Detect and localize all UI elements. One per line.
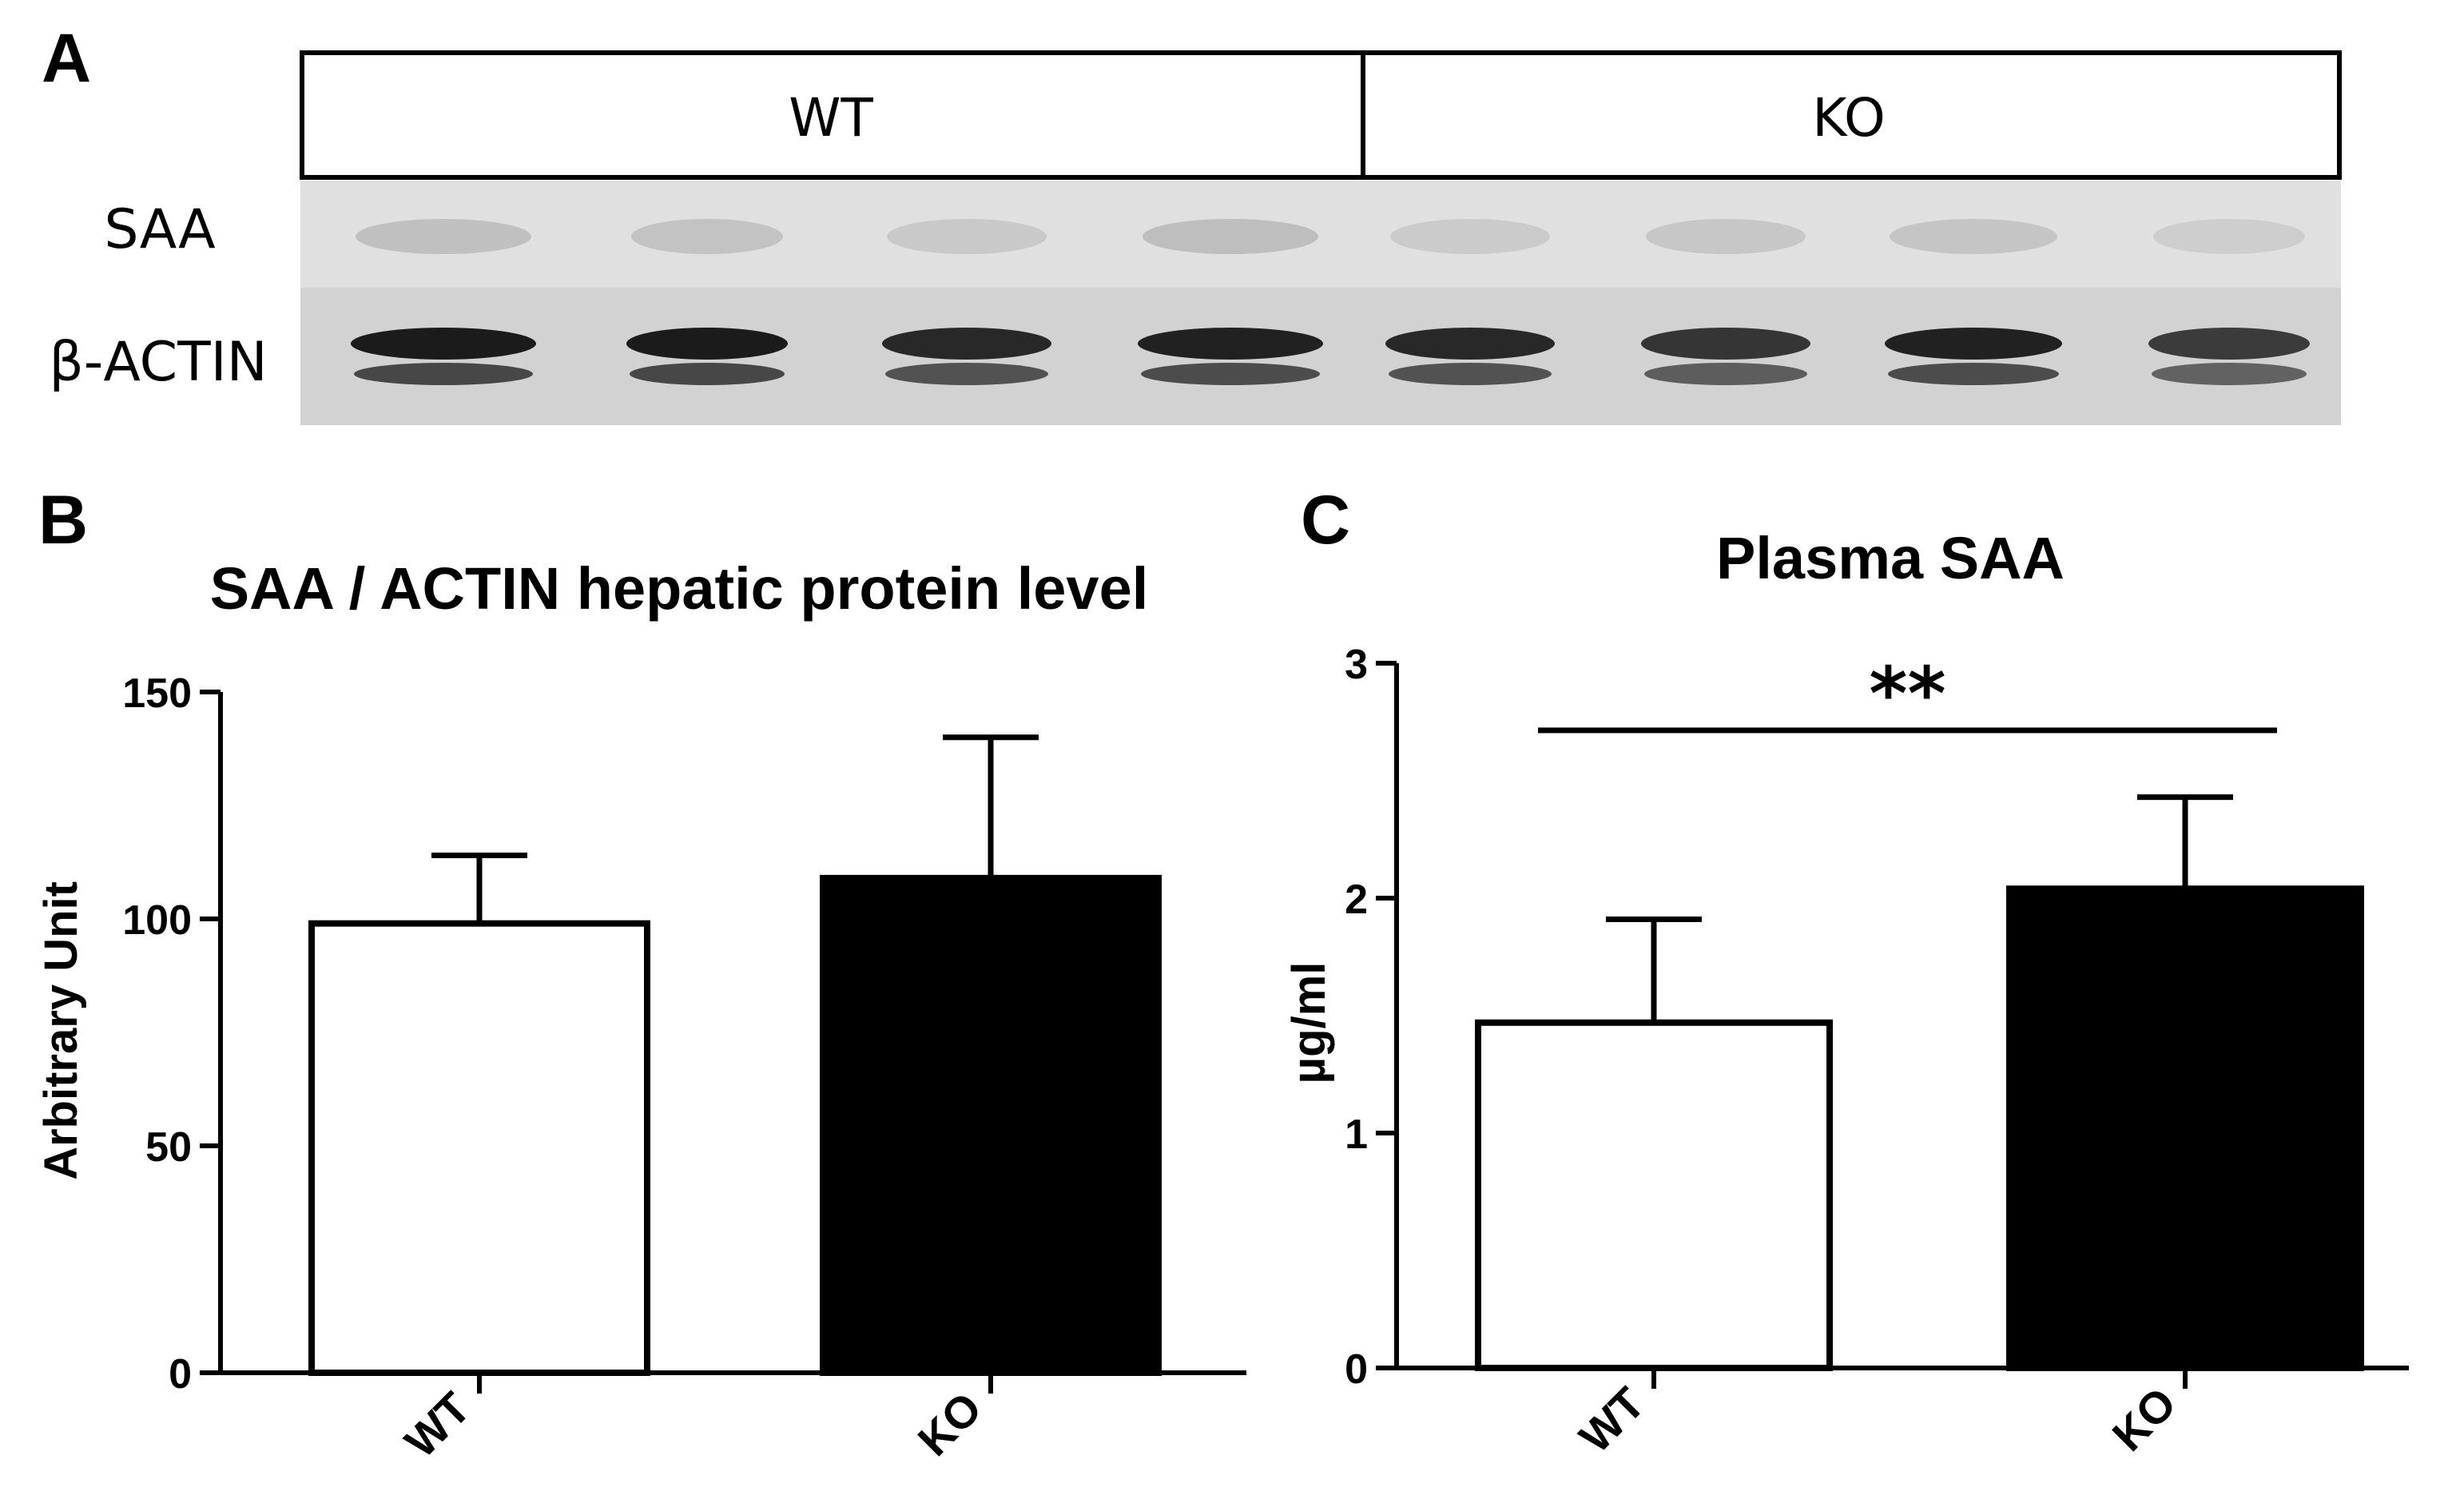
saa-band <box>1143 219 1318 254</box>
bar-wt <box>1475 1019 1833 1371</box>
saa-band <box>2153 219 2305 254</box>
group-label-ko: KO <box>1812 87 1886 149</box>
row-label-saa: SAA <box>104 198 215 261</box>
group-box-wt <box>300 50 1365 180</box>
actin-band-upper <box>351 328 536 360</box>
saa-band <box>1390 219 1550 254</box>
x-category-label: WT <box>395 1382 479 1467</box>
chart-c-plot: 0 1 2 3 WT KO ** <box>1345 642 2409 1462</box>
actin-band-lower <box>630 363 785 385</box>
panel-b: B SAA / ACTIN hepatic protein level Arbi… <box>35 482 1246 1467</box>
blot-bands <box>351 219 2310 385</box>
y-tick-label: 150 <box>122 670 192 717</box>
y-tick-label: 0 <box>169 1351 192 1398</box>
x-category-label: KO <box>908 1382 992 1465</box>
bar-ko <box>2006 885 2364 1371</box>
x-category-label: WT <box>1569 1378 1654 1462</box>
chart-b-plot: 0 50 100 150 WT KO <box>122 670 1246 1467</box>
panel-a: A WT KO SAA β-ACTIN <box>42 20 2342 425</box>
bar-wt <box>308 920 650 1377</box>
actin-band-lower <box>2152 363 2307 385</box>
actin-band-upper <box>2148 328 2310 360</box>
group-label-wt: WT <box>789 87 873 149</box>
actin-band-upper <box>882 328 1051 360</box>
saa-band <box>356 219 531 254</box>
actin-band-lower <box>1888 363 2059 385</box>
y-tick-label: 50 <box>145 1124 192 1171</box>
actin-band-upper <box>1885 328 2062 360</box>
actin-blot-strip <box>300 288 2341 425</box>
actin-band-lower <box>1644 363 1807 385</box>
y-tick-label: 0 <box>1345 1346 1368 1393</box>
y-tick-label: 1 <box>1345 1111 1368 1158</box>
actin-band-upper <box>1641 328 1810 360</box>
actin-band-upper <box>1138 328 1323 360</box>
saa-band <box>631 219 783 254</box>
chart-b-ylabel: Arbitrary Unit <box>35 881 87 1180</box>
panel-a-letter: A <box>42 20 91 97</box>
chart-c-title: Plasma SAA <box>1716 525 2065 591</box>
significance-marker: ** <box>1869 651 1945 737</box>
chart-b-title: SAA / ACTIN hepatic protein level <box>210 555 1149 622</box>
actin-band-lower <box>1389 363 1552 385</box>
saa-band <box>1646 219 1806 254</box>
bar-ko <box>820 874 1162 1376</box>
x-category-label: KO <box>2103 1378 2186 1461</box>
saa-band <box>887 219 1047 254</box>
chart-c-ylabel: µg/ml <box>1283 962 1335 1084</box>
panel-b-letter: B <box>38 482 88 559</box>
row-label-actin: β-ACTIN <box>49 331 267 394</box>
panel-c-letter: C <box>1301 482 1350 559</box>
actin-band-lower <box>885 363 1048 385</box>
y-tick-label: 3 <box>1345 642 1368 688</box>
group-box-ko <box>1361 50 2342 180</box>
actin-band-upper <box>1385 328 1555 360</box>
actin-band-lower <box>1141 363 1320 385</box>
actin-band-upper <box>626 328 788 360</box>
y-tick-label: 100 <box>122 897 192 944</box>
actin-band-lower <box>354 363 533 385</box>
y-tick-label: 2 <box>1345 877 1368 923</box>
saa-band <box>1890 219 2057 254</box>
panel-c: C Plasma SAA µg/ml 0 1 2 3 WT KO ** <box>1283 482 2409 1462</box>
